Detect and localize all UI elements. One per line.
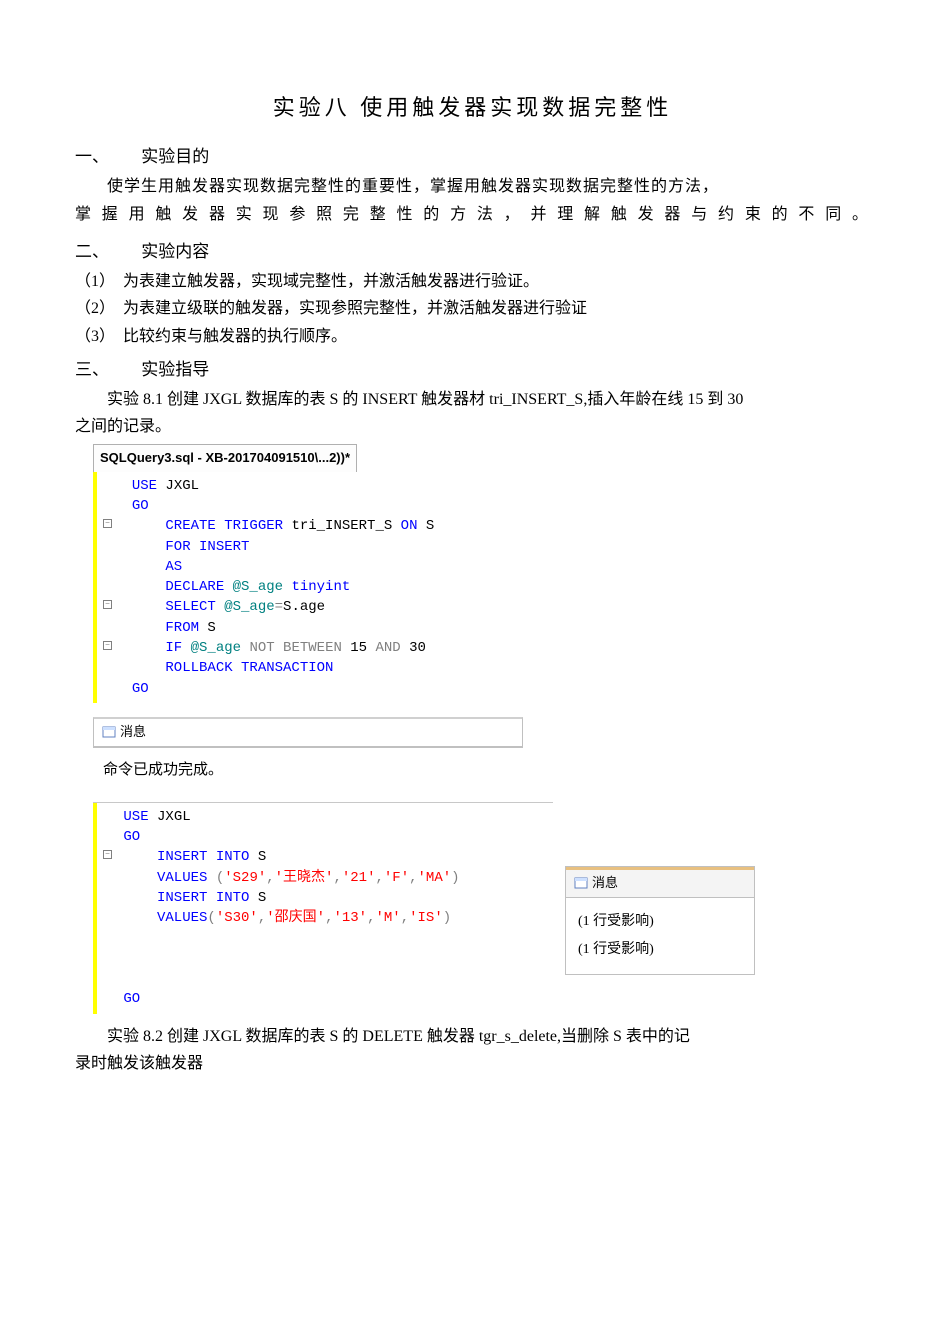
code2-l5: INSERT INTO S [97,888,553,908]
code1-l5: AS [97,557,523,577]
message-tab-2[interactable]: 消息 [566,867,754,898]
purpose-line-1: 使学生用触发器实现数据完整性的重要性，掌握用触发器实现数据完整性的方法， [75,174,870,200]
content-item-1-num: （1） [75,269,123,295]
message-content-1: 命令已成功完成。 [93,752,870,788]
section-1-header: 一、 实验目的 [75,143,870,170]
content-item-2-num: （2） [75,296,123,322]
code2-l7: GO [97,989,553,1009]
message-tab-label: 消息 [120,722,146,743]
message-content-2: (1 行受影响) (1 行受影响) [566,898,754,974]
message-panel-2: 消息 (1 行受影响) (1 行受影响) [565,866,755,975]
section-3-label: 实验指导 [141,360,209,379]
code1-l6: DECLARE @S_age tinyint [97,577,523,597]
section-1-num: 一、 [75,143,109,170]
code1-l2: GO [97,496,523,516]
section-3-header: 三、 实验指导 [75,356,870,383]
fold-icon[interactable]: − [103,519,112,528]
content-item-3-text: 比较约束与触发器的执行顺序。 [123,328,347,345]
code1-l11: GO [97,679,523,699]
code1-l8: FROM S [97,618,523,638]
code-block-2-wrap: USE JXGL GO − INSERT INTO S VALUES ('S29… [93,802,870,1014]
code-body-2[interactable]: USE JXGL GO − INSERT INTO S VALUES ('S29… [93,802,553,1014]
code1-l1: USE JXGL [97,476,523,496]
purpose-line-2: 掌握用触发器实现参照完整性的方法，并理解触发器与约束的不同。 [75,202,870,228]
code2-l3: − INSERT INTO S [97,847,553,867]
content-item-3-num: （3） [75,324,123,350]
code1-l10: ROLLBACK TRANSACTION [97,658,523,678]
code1-l3: − CREATE TRIGGER tri_INSERT_S ON S [97,516,523,536]
message-icon [102,725,116,739]
code1-l4: FOR INSERT [97,537,523,557]
section-3-num: 三、 [75,356,109,383]
fold-icon[interactable]: − [103,850,112,859]
code2-blank2 [97,949,553,969]
section-1-label: 实验目的 [141,147,209,166]
content-item-2: （2）为表建立级联的触发器，实现参照完整性，并激活触发器进行验证 [75,296,870,322]
fold-icon[interactable]: − [103,641,112,650]
message-tab-1[interactable]: 消息 [94,719,522,747]
exp82-line-2: 录时触发该触发器 [75,1051,870,1077]
content-item-1-text: 为表建立触发器，实现域完整性，并激活触发器进行验证。 [123,273,539,290]
sql-tab-header[interactable]: SQLQuery3.sql - XB-201704091510\...2))* [93,444,357,472]
exp81-line-1: 实验 8.1 创建 JXGL 数据库的表 S 的 INSERT 触发器材 tri… [75,387,870,413]
msg2-line-2: (1 行受影响) [578,936,742,964]
code2-blank1 [97,929,553,949]
code2-l4: VALUES ('S29','王晓杰','21','F','MA') [97,868,553,888]
code-block-1: SQLQuery3.sql - XB-201704091510\...2))* … [93,444,523,703]
code1-l7: − SELECT @S_age=S.age [97,597,523,617]
content-item-2-text: 为表建立级联的触发器，实现参照完整性，并激活触发器进行验证 [123,300,587,317]
code2-l1: USE JXGL [97,807,553,827]
code2-blank3 [97,969,553,989]
message-panel-1: 消息 [93,717,523,748]
msg2-line-1: (1 行受影响) [578,908,742,936]
page-title: 实验八 使用触发器实现数据完整性 [75,90,870,125]
message-tab-2-label: 消息 [592,873,618,894]
code2-l2: GO [97,827,553,847]
exp82-line-1: 实验 8.2 创建 JXGL 数据库的表 S 的 DELETE 触发器 tgr_… [75,1024,870,1050]
message-icon [574,876,588,890]
code2-l6: VALUES('S30','邵庆国','13','M','IS') [97,908,553,928]
fold-icon[interactable]: − [103,600,112,609]
code-body-1[interactable]: USE JXGL GO − CREATE TRIGGER tri_INSERT_… [93,472,523,703]
code1-l9: − IF @S_age NOT BETWEEN 15 AND 30 [97,638,523,658]
content-item-3: （3）比较约束与触发器的执行顺序。 [75,324,870,350]
section-2-num: 二、 [75,238,109,265]
exp81-line-2: 之间的记录。 [75,414,870,440]
content-item-1: （1）为表建立触发器，实现域完整性，并激活触发器进行验证。 [75,269,870,295]
section-2-label: 实验内容 [141,242,209,261]
section-2-header: 二、 实验内容 [75,238,870,265]
